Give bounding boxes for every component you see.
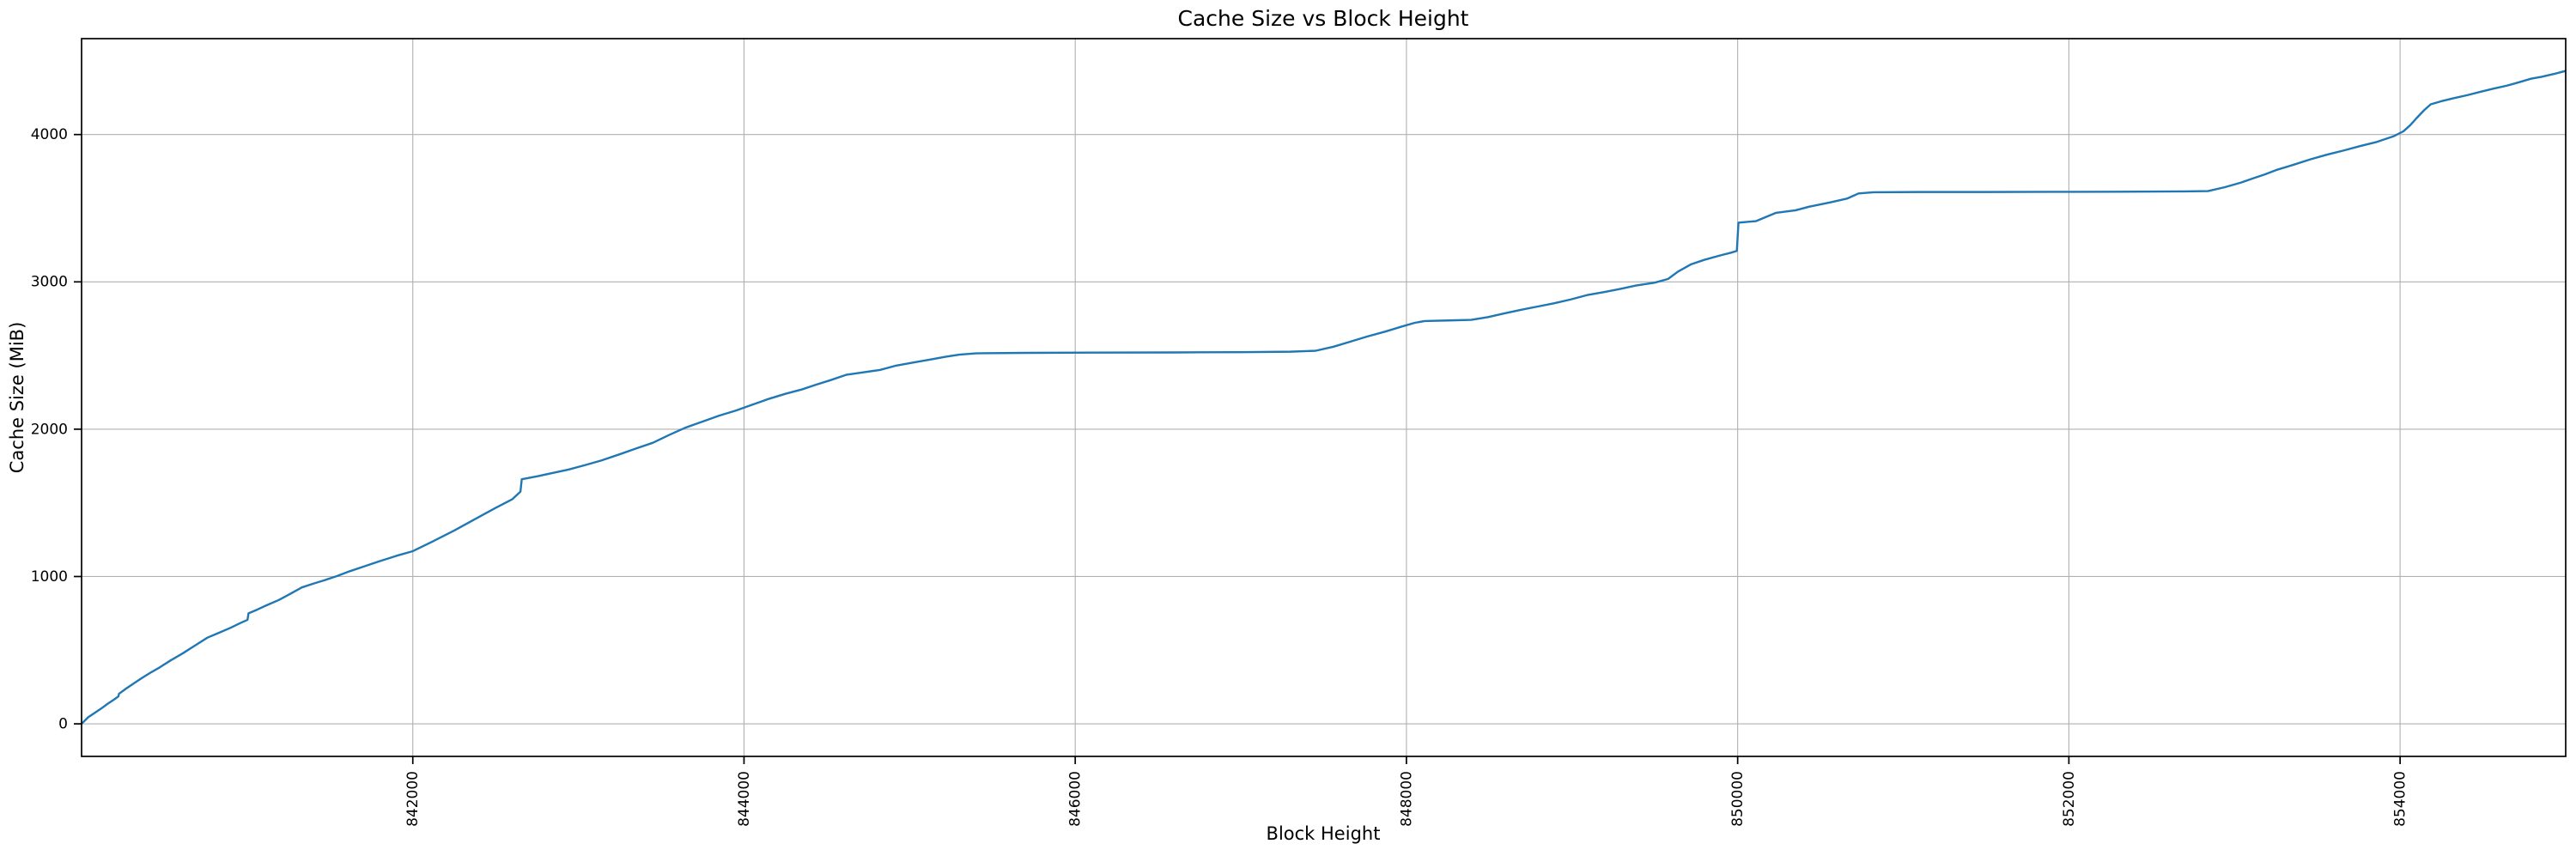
x-tick-label: 846000: [1067, 771, 1084, 827]
x-tick-label: 854000: [2392, 771, 2409, 827]
y-axis-label: Cache Size (MiB): [7, 322, 27, 474]
plot-border: [81, 38, 2567, 757]
x-tick-label: 850000: [1729, 771, 1747, 827]
y-tick-label: 3000: [31, 274, 68, 291]
x-tick-label: 848000: [1398, 771, 1415, 827]
tick-labels: 842000 844000 846000 848000 850000 852000 8540…: [31, 126, 2409, 827]
y-tick-label: 0: [58, 716, 68, 733]
y-tick-label: 2000: [31, 421, 68, 438]
y-tick-label: 1000: [31, 568, 68, 586]
x-axis-label: Block Height: [1267, 823, 1381, 844]
y-tick-label: 4000: [31, 126, 68, 143]
axis-ticks: [74, 133, 2401, 764]
x-tick-label: 842000: [404, 771, 422, 827]
x-tick-label: 844000: [736, 771, 753, 827]
x-tick-label: 852000: [2061, 771, 2078, 827]
grid-lines: [82, 39, 2566, 756]
cache-size-line: [82, 70, 2566, 725]
chart-title: Cache Size vs Block Height: [1178, 6, 1469, 31]
